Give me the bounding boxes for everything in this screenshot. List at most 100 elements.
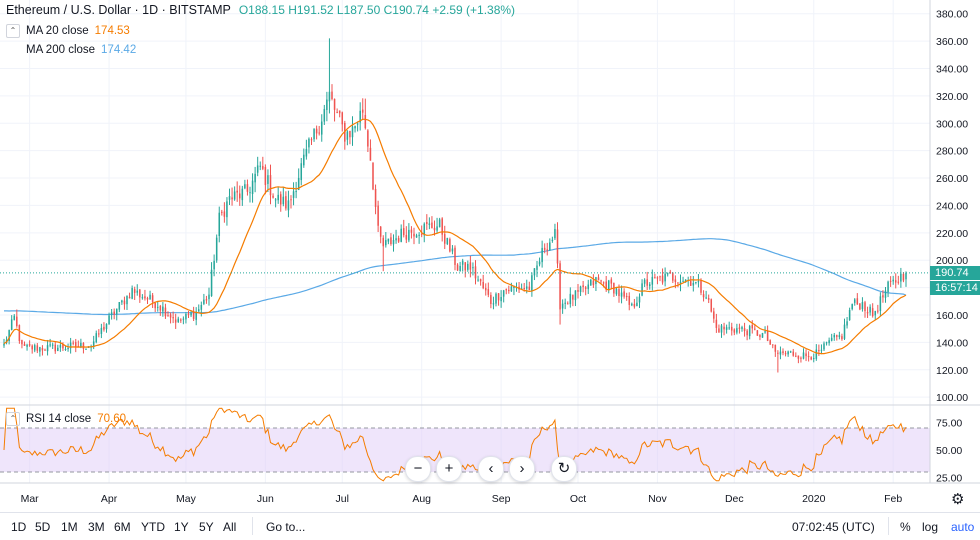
candle-body <box>57 347 59 351</box>
candle-body <box>889 280 892 282</box>
candle-body <box>162 306 164 312</box>
candle-body <box>154 302 156 309</box>
candle-body <box>144 296 146 299</box>
x-tick-label: Aug <box>412 493 431 505</box>
range-3m[interactable]: 3M <box>88 520 105 534</box>
candle-body <box>195 311 197 320</box>
candle-body <box>789 351 792 353</box>
candle-body <box>564 302 566 304</box>
candle-body <box>318 132 320 134</box>
y-tick-label: 260.00 <box>936 173 968 185</box>
candle-body <box>625 295 628 298</box>
candle-body <box>441 218 443 235</box>
x-tick-label: Apr <box>101 493 118 505</box>
percent-toggle[interactable]: % <box>900 520 911 534</box>
ma200-label[interactable]: MA 200 close <box>26 44 96 56</box>
candle-body <box>700 280 702 293</box>
candles-group <box>3 38 907 373</box>
candle-body <box>128 296 131 299</box>
candle-body <box>461 260 464 265</box>
candle-body <box>638 296 641 303</box>
scroll-right-button[interactable]: › <box>509 456 535 482</box>
zoom-in-button[interactable]: + <box>436 456 462 482</box>
candle-body <box>187 313 190 316</box>
range-6m[interactable]: 6M <box>114 520 131 534</box>
settings-icon[interactable]: ⚙ <box>951 491 965 508</box>
collapse-icon[interactable]: ⌃ <box>6 412 20 426</box>
candle-body <box>743 328 746 332</box>
candle-body <box>656 277 659 279</box>
ma20-line <box>3 118 907 355</box>
candle-body <box>115 308 118 315</box>
range-all[interactable]: All <box>223 520 237 534</box>
zoom-out-button[interactable]: − <box>405 456 431 482</box>
candle-body <box>472 267 474 269</box>
range-5d[interactable]: 5D <box>35 520 51 534</box>
candle-body <box>279 194 282 205</box>
candle-body <box>277 194 279 201</box>
range-1d[interactable]: 1D <box>11 520 27 534</box>
candle-body <box>164 307 167 317</box>
range-1m[interactable]: 1M <box>61 520 78 534</box>
candle-body <box>464 262 467 271</box>
candle-body <box>139 289 141 298</box>
candle-body <box>169 314 172 318</box>
rsi-label[interactable]: RSI 14 close <box>26 413 92 425</box>
candle-body <box>200 304 203 310</box>
candle-body <box>720 325 723 333</box>
candle-body <box>761 333 764 338</box>
candle-body <box>897 281 900 283</box>
candle-body <box>648 284 651 287</box>
x-tick-label: Dec <box>725 493 744 505</box>
scroll-left-button[interactable]: ‹ <box>478 456 504 482</box>
candle-body <box>44 349 46 351</box>
candle-body <box>369 147 372 161</box>
go-to-button[interactable]: Go to... <box>266 520 306 534</box>
candle-body <box>718 328 720 333</box>
candle-body <box>533 268 536 276</box>
candle-body <box>484 287 487 291</box>
candle-body <box>487 289 490 295</box>
candle-body <box>272 195 274 198</box>
candle-body <box>98 333 100 335</box>
reset-chart-button[interactable]: ↻ <box>551 456 577 482</box>
candle-body <box>807 356 810 358</box>
candle-body <box>241 188 244 201</box>
candle-body <box>387 238 390 242</box>
candle-body <box>905 272 907 280</box>
candle-body <box>80 342 82 347</box>
candle-body <box>402 228 405 236</box>
ma200-legend: MA 200 close 174.42 <box>26 44 136 56</box>
candle-body <box>695 281 697 283</box>
candle-body <box>707 298 710 300</box>
log-toggle[interactable]: log <box>922 520 939 534</box>
collapse-icon[interactable]: ⌃ <box>6 24 20 38</box>
x-tick-label: Feb <box>884 493 902 505</box>
range-ytd[interactable]: YTD <box>141 520 165 534</box>
candle-body <box>756 330 759 336</box>
candle-body <box>505 289 508 291</box>
candle-body <box>459 265 461 272</box>
candle-body <box>62 344 64 349</box>
auto-toggle[interactable]: auto <box>951 520 975 534</box>
ma20-label[interactable]: MA 20 close <box>26 25 89 37</box>
candle-body <box>769 340 771 345</box>
candle-body <box>641 283 643 296</box>
candle-body <box>49 344 51 346</box>
candle-body <box>231 197 233 200</box>
symbol-title[interactable]: Ethereum / U.S. Dollar · 1D · BITSTAMP <box>6 3 231 17</box>
candle-body <box>805 353 807 357</box>
candle-body <box>618 289 620 297</box>
utc-clock[interactable]: 07:02:45 (UTC) <box>792 520 875 534</box>
candle-body <box>333 98 336 110</box>
candle-body <box>3 343 5 346</box>
candle-body <box>108 315 110 325</box>
candle-body <box>692 282 695 286</box>
price-chart[interactable]: 100.00120.00140.00160.00180.00200.00220.… <box>0 0 980 512</box>
range-1y[interactable]: 1Y <box>174 520 189 534</box>
rsi-legend: ⌃ RSI 14 close 70.60 <box>6 412 126 426</box>
candle-body <box>221 211 223 213</box>
candle-body <box>264 166 267 185</box>
candle-body <box>664 273 666 282</box>
range-5y[interactable]: 5Y <box>199 520 214 534</box>
